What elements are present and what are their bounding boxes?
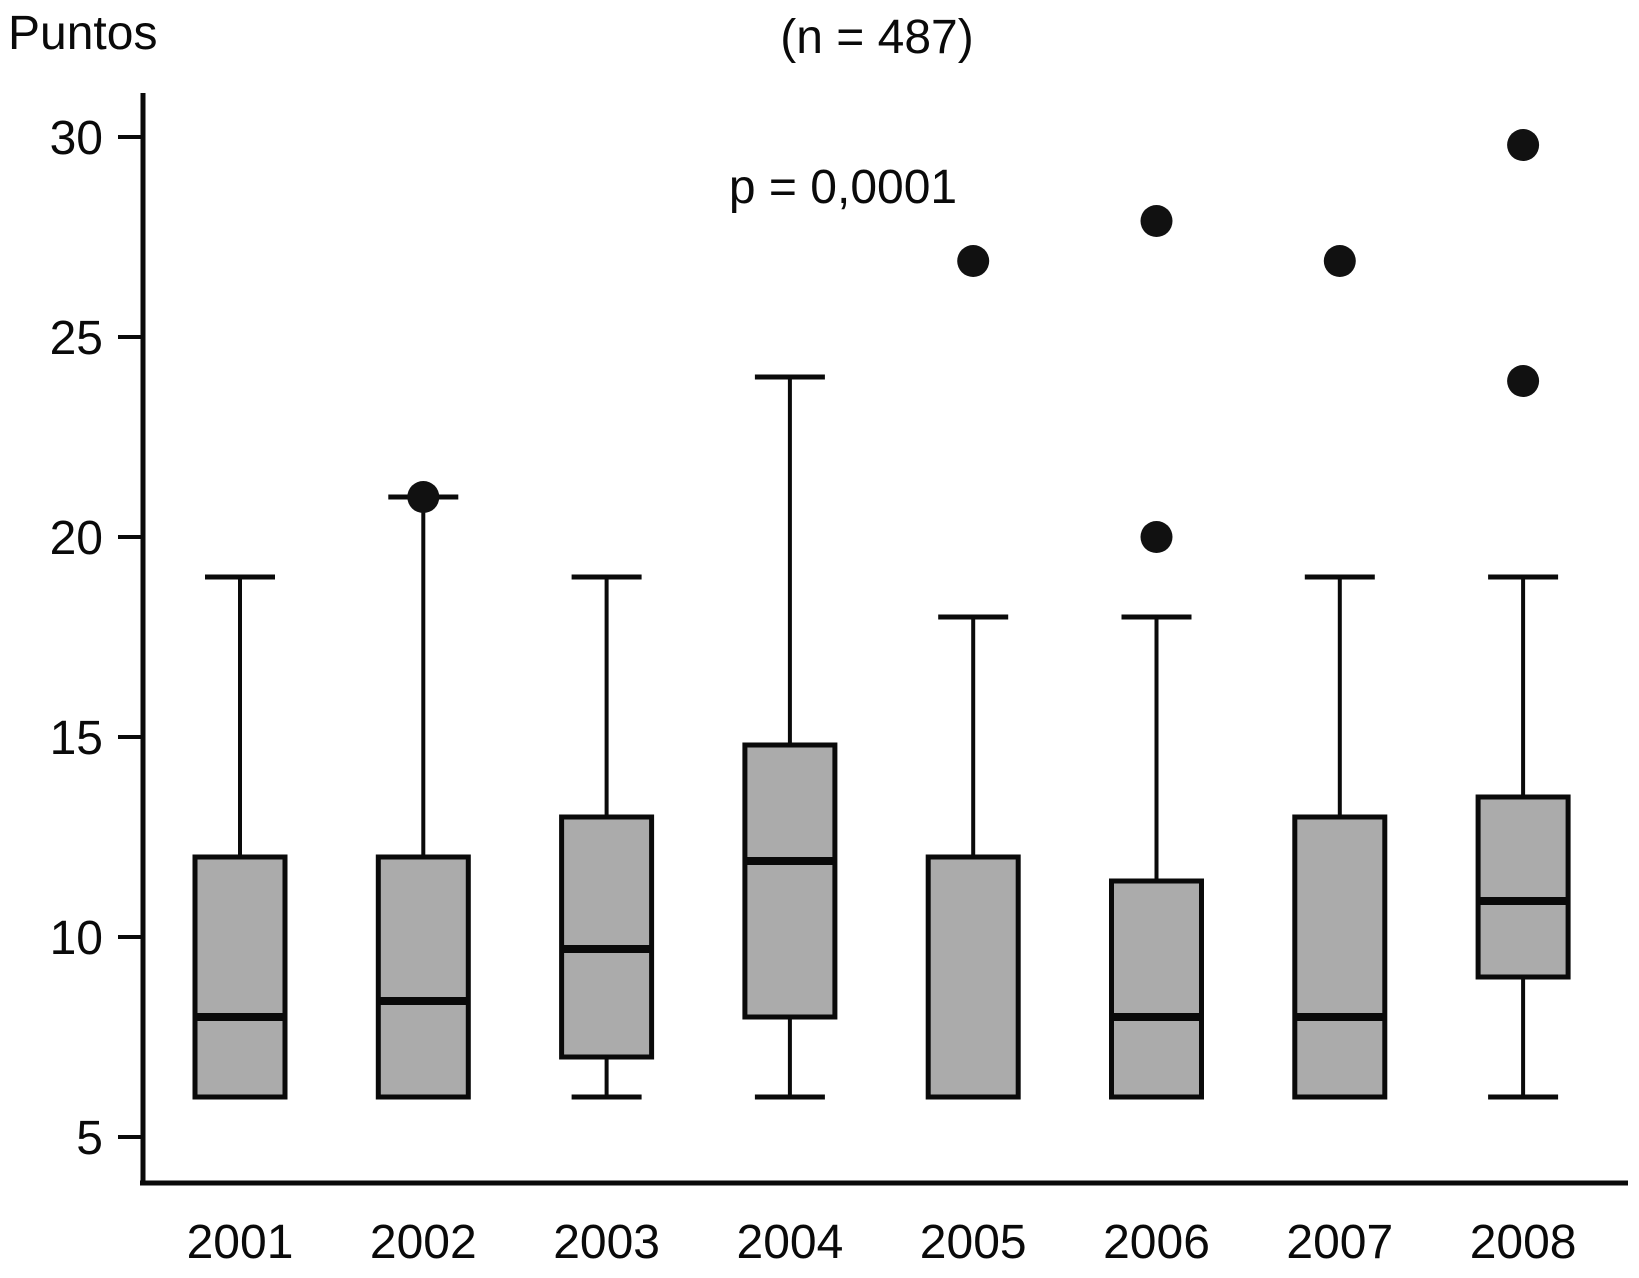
box-2005 [925, 854, 1021, 1100]
y-axis-title: Puntos [8, 7, 158, 60]
y-tick-label: 30 [50, 112, 103, 165]
box-2008 [1475, 794, 1571, 980]
outlier-dot-2002 [407, 481, 440, 513]
y-tick-label: 25 [50, 312, 103, 365]
box-2006 [1109, 878, 1204, 1100]
box-2002 [375, 854, 471, 1100]
outlier-dot-2005 [957, 245, 990, 277]
outlier-dot-2006 [1140, 205, 1173, 237]
x-category-label-2006: 2006 [1103, 1216, 1210, 1269]
x-category-label-2008: 2008 [1470, 1216, 1577, 1269]
outlier-dot-2006 [1140, 521, 1173, 553]
x-category-label-2003: 2003 [553, 1216, 660, 1269]
x-category-label-2005: 2005 [920, 1216, 1027, 1269]
outlier-dot-2007 [1323, 245, 1356, 277]
box-2007 [1292, 814, 1388, 1100]
outlier-dot-2008 [1507, 129, 1540, 161]
x-category-label-2002: 2002 [370, 1216, 477, 1269]
x-category-label-2004: 2004 [737, 1216, 844, 1269]
y-tick-label: 10 [50, 912, 103, 965]
x-category-label-2007: 2007 [1286, 1216, 1393, 1269]
outlier-dot-2008 [1507, 365, 1540, 397]
box-2003 [559, 814, 655, 1060]
box-2001 [192, 854, 288, 1100]
p-value-annotation: p = 0,0001 [728, 161, 958, 214]
y-tick-label: 15 [50, 712, 103, 765]
x-category-label-2001: 2001 [187, 1216, 294, 1269]
y-tick-label: 5 [76, 1112, 103, 1165]
y-tick-label: 20 [50, 512, 103, 565]
box-2004 [742, 742, 838, 1020]
sample-size-label: (n = 487) [780, 11, 974, 64]
